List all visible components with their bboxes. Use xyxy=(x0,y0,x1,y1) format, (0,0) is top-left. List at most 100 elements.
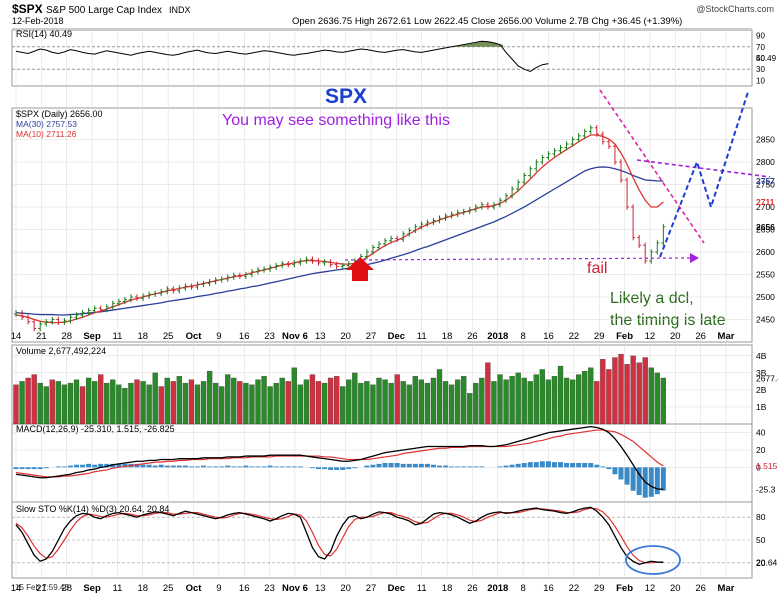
volume-bar xyxy=(19,381,25,425)
macd-histogram-bar xyxy=(443,465,449,468)
volume-bar xyxy=(569,379,576,425)
volume-bar xyxy=(533,374,539,425)
macd-histogram-bar xyxy=(437,465,442,468)
macd-histogram-bar xyxy=(582,463,588,468)
macd-histogram-bar xyxy=(455,466,461,468)
volume-bar xyxy=(116,384,122,425)
bottom-x-tick-label: 26 xyxy=(467,583,478,594)
volume-y-tick-label: 2B xyxy=(756,385,767,395)
macd-histogram-bar xyxy=(618,467,624,480)
bottom-x-tick-label: 18 xyxy=(137,583,148,594)
volume-bar xyxy=(122,388,128,425)
volume-bar xyxy=(110,379,116,425)
macd-histogram-bar xyxy=(400,463,406,468)
volume-bar xyxy=(182,382,189,425)
macd-histogram-bar xyxy=(207,466,213,468)
macd-histogram-bar xyxy=(533,462,539,468)
macd-histogram-bar xyxy=(430,464,436,468)
volume-bar xyxy=(576,374,582,425)
bottom-x-tick-label: 13 xyxy=(315,583,326,594)
volume-bar xyxy=(346,379,352,425)
volume-bar xyxy=(176,376,183,425)
macd-histogram-bar xyxy=(340,467,346,470)
macd-histogram-bar xyxy=(570,463,576,468)
rsi-y-tick-label: 90 xyxy=(756,32,765,41)
volume-bar xyxy=(128,382,134,425)
macd-histogram-bar xyxy=(370,464,376,468)
macd-histogram-bar xyxy=(195,466,200,468)
macd-histogram-bar xyxy=(182,465,188,468)
index-name: S&P 500 Large Cap Index xyxy=(46,5,162,16)
panel-frame-price xyxy=(11,107,753,343)
volume-bar xyxy=(219,386,225,425)
volume-bar xyxy=(297,384,304,425)
volume-bar xyxy=(146,384,152,425)
volume-bar xyxy=(539,369,545,425)
macd-histogram-bar xyxy=(261,466,267,468)
macd-histogram-bar xyxy=(382,463,388,468)
macd-histogram-bar xyxy=(140,464,146,468)
bottom-x-tick-label: 29 xyxy=(594,583,605,594)
macd-histogram-bar xyxy=(630,467,636,491)
price-x-tick-label: 11 xyxy=(417,331,427,342)
volume-bar xyxy=(212,382,219,425)
annotation-dcl-line1: Likely a dcl, xyxy=(610,290,694,307)
macd-histogram-bar xyxy=(19,467,25,470)
volume-bar xyxy=(642,357,648,425)
macd-histogram-bar xyxy=(273,466,279,468)
volume-bar xyxy=(67,382,74,425)
volume-bar xyxy=(497,374,503,425)
rsi-y-tick-label: 70 xyxy=(756,43,765,52)
price-x-tick-label: 26 xyxy=(467,331,478,342)
volume-bar xyxy=(31,374,37,425)
volume-bar xyxy=(225,374,231,425)
volume-bar xyxy=(255,379,261,425)
watermark: @StockCharts.com xyxy=(696,4,774,14)
bottom-x-tick-label: 25 xyxy=(163,583,174,594)
volume-bar xyxy=(515,372,521,425)
volume-bar xyxy=(352,372,358,425)
volume-bar xyxy=(612,357,618,425)
status-timestamp: 15 Feb 7:59.43 xyxy=(15,583,69,592)
volume-bar xyxy=(430,377,437,425)
bottom-x-tick-label: 20 xyxy=(340,583,351,594)
price-x-tick-label: Dec xyxy=(388,331,405,342)
annotation-fail: fail xyxy=(587,260,607,277)
macd-histogram-bar xyxy=(134,463,140,468)
macd-histogram-bar xyxy=(110,463,116,468)
volume-bar xyxy=(333,376,340,425)
macd-histogram-bar xyxy=(588,463,594,468)
volume-bar xyxy=(376,377,382,425)
macd-last-value: -25.3 xyxy=(756,484,776,494)
volume-y-tick-label: 1B xyxy=(756,402,767,412)
volume-bar xyxy=(49,379,55,425)
price-x-tick-label: 2018 xyxy=(487,331,508,342)
rsi-legend: RSI(14) 40.49 xyxy=(16,29,72,39)
volume-bar xyxy=(424,382,431,425)
volume-bar xyxy=(92,381,98,425)
macd-histogram-bar xyxy=(267,465,273,468)
macd-line xyxy=(15,425,664,490)
price-x-tick-label: 21 xyxy=(36,331,47,342)
volume-bar xyxy=(582,371,588,425)
sto-y-tick-label: 20 xyxy=(756,558,766,568)
chart-date: 12-Feb-2018 xyxy=(12,16,64,26)
volume-bar xyxy=(594,381,600,425)
macd-histogram-bar xyxy=(509,464,515,468)
macd-histogram-bar xyxy=(86,463,92,468)
price-x-tick-label: 14 xyxy=(11,331,22,342)
volume-bar xyxy=(545,379,552,425)
sto-last-value: 20.64 xyxy=(756,557,778,567)
panel-frame-rsi xyxy=(11,29,753,87)
macd-histogram-bar xyxy=(249,466,255,468)
macd-y-tick-label: 0 xyxy=(756,462,761,472)
volume-bar xyxy=(73,379,80,425)
macd-y-tick-label: 20 xyxy=(756,445,766,455)
price-x-tick-label: Feb xyxy=(616,331,633,342)
macd-histogram-bar xyxy=(98,463,104,468)
bottom-x-tick-label: 16 xyxy=(543,583,554,594)
volume-bar xyxy=(188,379,195,425)
price-y-tick-label: 2550 xyxy=(756,270,775,280)
exchange-label: INDX xyxy=(169,5,191,15)
